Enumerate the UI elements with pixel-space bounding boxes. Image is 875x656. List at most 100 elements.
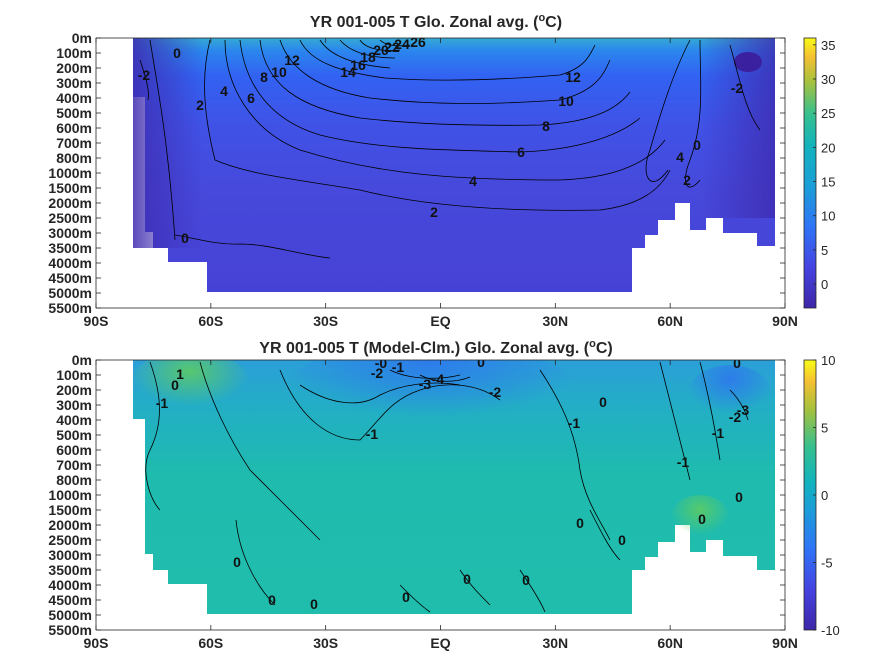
contour-label: 0 xyxy=(576,515,584,531)
contour-label: -1 xyxy=(568,415,581,431)
x-tick-label: 60S xyxy=(198,313,223,329)
y-tick-label: 200m xyxy=(56,382,92,398)
contour-label: 26 xyxy=(410,34,426,50)
y-tick-label: 700m xyxy=(56,135,92,151)
x-tick-label: 30N xyxy=(542,313,568,329)
x-tick-label: 60N xyxy=(657,313,683,329)
contour-label: -2 xyxy=(489,384,502,400)
contour-label: 12 xyxy=(565,69,581,85)
contour-label: -1 xyxy=(712,425,725,441)
y-tick-label: 3500m xyxy=(48,240,92,256)
y-tick-label: 4000m xyxy=(48,255,92,271)
y-tick-label: 0m xyxy=(72,30,92,46)
colorbar-tick-label: 0 xyxy=(821,488,828,503)
x-tick-label: 30N xyxy=(542,635,568,651)
y-tick-label: 1000m xyxy=(48,487,92,503)
y-tick-label: 400m xyxy=(56,412,92,428)
panel-temperature: YR 001-005 T Glo. Zonal avg. (oC) xyxy=(48,12,835,329)
x-tick-label: 90S xyxy=(84,313,109,329)
colorbar-tick-label: 10 xyxy=(821,353,835,368)
colorbar-tick-label: 30 xyxy=(821,72,835,87)
contour-label: -1 xyxy=(392,359,405,375)
y-tick-label: 300m xyxy=(56,397,92,413)
contour-label: -4 xyxy=(432,371,445,387)
contour-label: 0 xyxy=(618,532,626,548)
colorbar-tick-label: 15 xyxy=(821,175,835,190)
contour-label: -2 xyxy=(731,80,744,96)
contour-label: 0 xyxy=(268,592,276,608)
contour-label: 20 xyxy=(373,42,389,58)
y-tick-label: 4000m xyxy=(48,577,92,593)
contour-label: 0 xyxy=(522,572,530,588)
y-tick-label: 400m xyxy=(56,90,92,106)
colorbar-tick-label: -5 xyxy=(821,556,833,571)
x-tick-label: 30S xyxy=(313,635,338,651)
contour-label: 0 xyxy=(402,589,410,605)
contour-label: -0 xyxy=(375,355,388,371)
y-tick-label: 4500m xyxy=(48,592,92,608)
contour-label: 4 xyxy=(469,173,477,189)
panel-temperature-difference: YR 001-005 T (Model-Clm.) Glo. Zonal avg… xyxy=(48,338,839,651)
y-tick-label: 1500m xyxy=(48,180,92,196)
contour-label: 10 xyxy=(558,93,574,109)
contour-label: 4 xyxy=(220,83,228,99)
y-tick-label: 2000m xyxy=(48,195,92,211)
colorbar-tick-label: 5 xyxy=(821,243,828,258)
contour-label: 6 xyxy=(517,144,525,160)
contour-label: 10 xyxy=(271,64,287,80)
colorbar-tick-label: 5 xyxy=(821,421,828,436)
contour-label: 0 xyxy=(733,355,741,371)
contour-label: -1 xyxy=(156,395,169,411)
y-tick-label: 800m xyxy=(56,150,92,166)
y-tick-label: 2000m xyxy=(48,517,92,533)
contour-label: 24 xyxy=(394,36,410,52)
colorbar-ticks: 10 5 0 -5 -10 xyxy=(813,353,840,638)
contour-label: 2 xyxy=(683,172,691,188)
y-axis-ticks: 0m100m200m300m400m500m600m700m800m1000m1… xyxy=(48,30,785,316)
contour-label: -3 xyxy=(419,376,432,392)
y-tick-label: 500m xyxy=(56,427,92,443)
y-tick-label: 5500m xyxy=(48,622,92,638)
y-tick-label: 1000m xyxy=(48,165,92,181)
y-tick-label: 5000m xyxy=(48,607,92,623)
contour-label: 0 xyxy=(477,354,485,370)
contour-label: -1 xyxy=(366,426,379,442)
x-tick-label: 30S xyxy=(313,313,338,329)
contour-label: 1 xyxy=(176,366,184,382)
contour-label: 0 xyxy=(698,511,706,527)
y-tick-label: 200m xyxy=(56,60,92,76)
y-tick-label: 100m xyxy=(56,45,92,61)
contour-label: 0 xyxy=(171,377,179,393)
y-tick-label: 2500m xyxy=(48,532,92,548)
y-tick-label: 600m xyxy=(56,120,92,136)
contour-label: 22 xyxy=(384,39,400,55)
y-tick-label: 600m xyxy=(56,442,92,458)
contour-label: 8 xyxy=(260,69,268,85)
x-tick-label: 90N xyxy=(772,313,798,329)
y-tick-label: 5000m xyxy=(48,285,92,301)
x-tick-label: 60S xyxy=(198,635,223,651)
x-axis-ticks: 90S 60S 30S EQ 30N 60N 90N xyxy=(84,360,798,651)
colorbar-tick-label: 25 xyxy=(821,106,835,121)
contour-label: 0 xyxy=(599,394,607,410)
y-tick-label: 5500m xyxy=(48,300,92,316)
contour-label: 18 xyxy=(360,49,376,65)
y-tick-label: 3000m xyxy=(48,225,92,241)
y-tick-label: 0m xyxy=(72,352,92,368)
x-tick-label: 60N xyxy=(657,635,683,651)
contour-label: -2 xyxy=(371,365,384,381)
x-tick-label: EQ xyxy=(430,635,450,651)
contour-label: 0 xyxy=(463,571,471,587)
contour-label: 4 xyxy=(676,149,684,165)
colorbar-tick-label: 10 xyxy=(821,209,835,224)
x-tick-label: 90N xyxy=(772,635,798,651)
colorbar xyxy=(803,37,817,309)
colorbar-ticks: 35 30 25 20 15 10 5 0 xyxy=(813,38,835,292)
contour-label: 0 xyxy=(310,596,318,612)
y-tick-label: 3000m xyxy=(48,547,92,563)
y-tick-label: 2500m xyxy=(48,210,92,226)
y-tick-label: 4500m xyxy=(48,270,92,286)
contour-label: 0 xyxy=(181,230,189,246)
y-tick-label: 500m xyxy=(56,105,92,121)
